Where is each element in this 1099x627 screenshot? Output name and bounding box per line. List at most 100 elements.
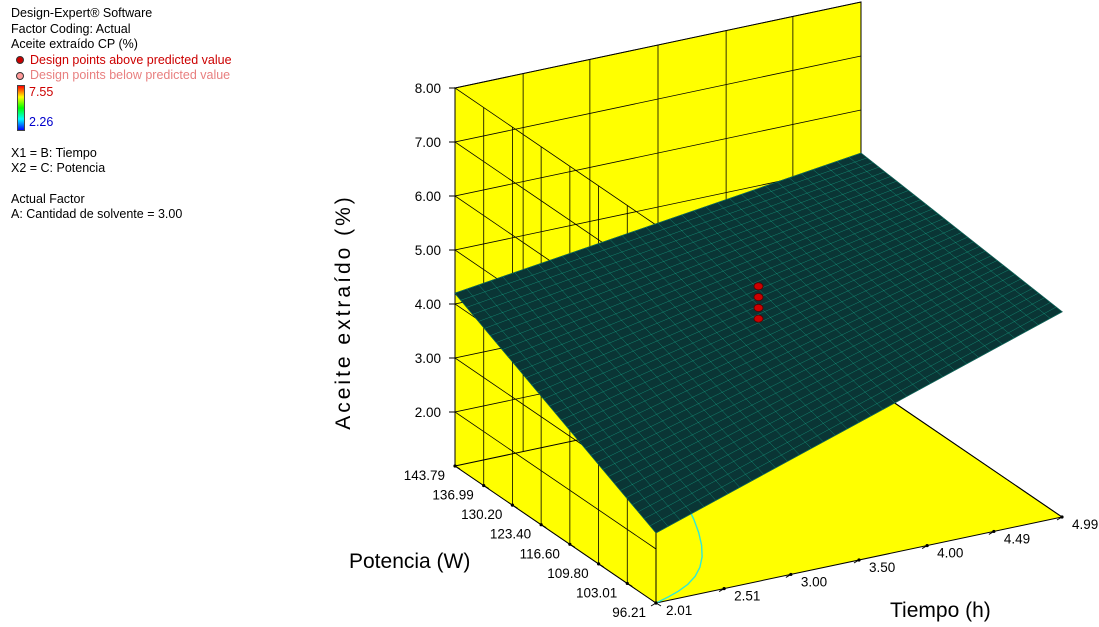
surface-mesh-line — [472, 167, 879, 315]
actual-factor-value: A: Cantidad de solvente = 3.00 — [11, 207, 183, 221]
legend-below-label: Design points below predicted value — [30, 68, 231, 82]
y-axis-title: Potencia (W) — [349, 550, 470, 573]
z-tick-label: 6.00 — [415, 189, 441, 204]
response-surface — [454, 152, 1063, 534]
software-label: Design-Expert® Software — [11, 6, 153, 20]
scale-min-label: 2.26 — [29, 115, 54, 129]
y-tick-label: 116.60 — [520, 546, 560, 561]
surface-mesh-line — [753, 190, 955, 371]
surface-mesh-line — [789, 177, 991, 351]
x1-label: X1 = B: Tiempo — [11, 145, 97, 160]
y-tick — [454, 465, 461, 470]
legend-above-label: Design points above predicted value — [30, 52, 232, 67]
z-tick-label: 3.00 — [415, 351, 441, 366]
surface-mesh-line — [717, 202, 919, 390]
surface-mesh-line — [514, 199, 921, 364]
surface-mesh-line — [537, 218, 944, 393]
surface-mesh-line — [460, 157, 867, 301]
x-tick — [988, 531, 995, 535]
design-point — [753, 314, 764, 323]
actual-factor-title: Actual Factor — [11, 191, 85, 206]
x-axis-title: Tiempo (h) — [890, 599, 991, 622]
x-tick-label: 4.49 — [1004, 531, 1030, 546]
surface-mesh-line — [484, 176, 891, 329]
info-panel: Design-Expert® Software Factor Coding: A… — [11, 6, 232, 223]
y-tick — [512, 504, 518, 509]
design-point — [753, 303, 764, 312]
y-tick — [540, 524, 547, 529]
surface-mesh-line — [549, 227, 956, 407]
x-tick — [1056, 516, 1063, 521]
surface-mesh-line — [777, 181, 979, 358]
x-tick — [853, 559, 860, 564]
x-tick-label: 3.50 — [869, 560, 895, 575]
surface-mesh-line — [519, 204, 927, 371]
surface-mesh-line — [705, 206, 907, 397]
y-tick-label: 123.40 — [490, 527, 531, 542]
z-tick-label: 2.00 — [415, 405, 441, 420]
surface-mesh-line — [531, 213, 938, 385]
response-label: Aceite extraído CP (%) — [11, 37, 138, 51]
surface-mesh-line — [543, 223, 950, 400]
surface-mesh-line — [555, 232, 962, 414]
legend-above: Design points above predicted value — [16, 53, 232, 69]
z-axis-title: Aceite extraído (%) — [332, 194, 355, 430]
scale-max-label: 7.55 — [29, 84, 54, 99]
surface-mesh-line — [825, 165, 1027, 332]
y-tick-label: 136.99 — [432, 488, 473, 503]
below-point-icon — [16, 71, 24, 80]
above-point-icon — [16, 56, 24, 65]
color-scale-bar — [17, 84, 25, 131]
x-tick-label: 2.51 — [734, 589, 760, 604]
x-tick — [650, 602, 657, 607]
y-tick — [627, 582, 633, 587]
x2-label: X2 = C: Potencia — [11, 161, 106, 175]
z-tick-label: 5.00 — [415, 243, 441, 258]
surface-mesh-line — [478, 171, 885, 322]
surface-mesh-line — [525, 209, 932, 378]
surface-mesh-line — [836, 161, 1039, 325]
color-scale: 7.55 2.26 — [17, 84, 232, 131]
y-tick — [569, 543, 576, 548]
surface-mesh-line — [496, 185, 903, 343]
x-tick-label: 4.00 — [937, 546, 963, 561]
surface-mesh-line — [813, 169, 1015, 338]
x-tick — [921, 545, 928, 549]
y-tick-label: 103.01 — [576, 585, 617, 600]
surface-mesh-line — [801, 173, 1003, 345]
y-tick-label: 109.80 — [547, 566, 588, 581]
y-tick-label: 96.21 — [612, 605, 646, 620]
y-tick-label: 143.79 — [404, 468, 445, 483]
y-tick-label: 130.20 — [461, 507, 502, 522]
y-tick — [598, 563, 604, 568]
z-tick-label: 4.00 — [415, 297, 441, 312]
surface-mesh-line — [741, 194, 943, 377]
design-point — [753, 293, 764, 302]
x-tick-label: 3.00 — [801, 574, 827, 589]
y-tick — [483, 485, 489, 490]
x-tick-label: 2.01 — [666, 603, 692, 618]
factor-coding-label: Factor Coding: Actual — [11, 21, 131, 36]
surface-mesh-line — [502, 190, 909, 350]
surface-mesh-line — [848, 157, 1051, 319]
x-tick — [785, 574, 792, 578]
design-point — [753, 282, 764, 291]
design-points — [753, 282, 764, 323]
surface-mesh-line — [693, 210, 895, 403]
surface-mesh-line — [466, 162, 873, 308]
surface-mesh-line — [765, 185, 967, 364]
z-tick-label: 8.00 — [415, 81, 441, 96]
axes: 2.00 3.00 4.00 5.00 6.00 7.00 8.00 96.21 103.01 1… — [404, 81, 1099, 620]
surface-mesh-line — [669, 218, 872, 416]
legend-below: Design points below predicted value — [16, 68, 232, 84]
surface-mesh-line — [454, 153, 862, 294]
surface-mesh-line — [490, 181, 897, 336]
x-tick — [718, 588, 725, 592]
surface-mesh-line — [681, 214, 884, 410]
surface-mesh-line — [508, 195, 915, 357]
z-tick-label: 7.00 — [415, 135, 441, 150]
x-tick-label: 4.99 — [1072, 517, 1098, 532]
surface-mesh-line — [729, 198, 931, 384]
surface-mesh-line — [860, 153, 1063, 312]
